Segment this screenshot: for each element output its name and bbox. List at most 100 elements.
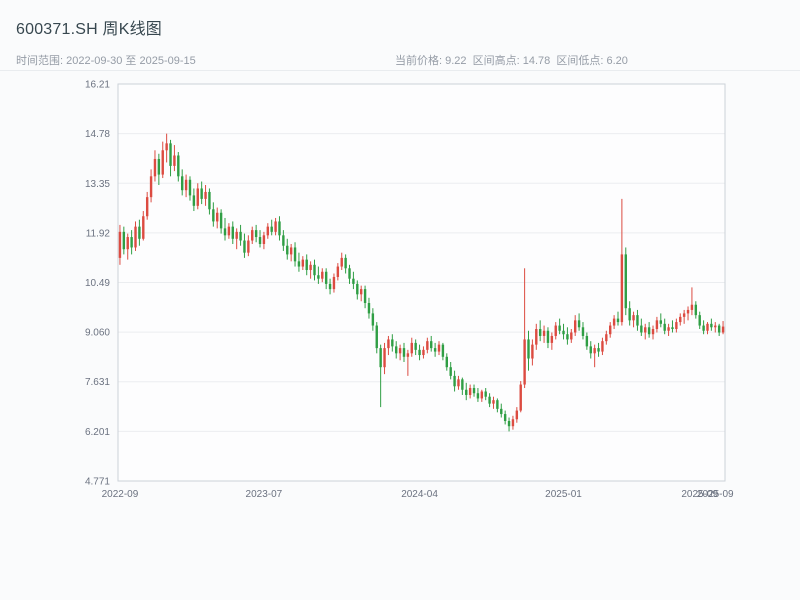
candle-body <box>375 325 378 349</box>
y-axis-tick-label: 4.771 <box>85 477 110 488</box>
candle-body <box>359 289 363 295</box>
candle-body <box>216 212 219 222</box>
candle-body <box>239 231 242 241</box>
candle-body <box>507 420 511 427</box>
candle-body <box>348 268 351 279</box>
candle-body <box>379 348 382 368</box>
candle-body <box>605 334 608 342</box>
candle-body <box>177 155 180 177</box>
candle-body <box>414 342 417 350</box>
candle-body <box>395 346 398 354</box>
candle-body <box>476 393 480 399</box>
candle-body <box>383 348 386 368</box>
candle-body <box>461 379 464 390</box>
candle-body <box>367 302 371 314</box>
y-axis-tick-label: 6.201 <box>85 427 110 438</box>
y-axis-tick-label: 13.35 <box>85 179 110 190</box>
candle-body <box>184 179 188 191</box>
candle-body <box>589 346 592 354</box>
candle-body <box>542 330 546 336</box>
candle-body <box>663 323 666 331</box>
candle-body <box>204 191 207 199</box>
candle-body <box>161 150 164 175</box>
candle-body <box>243 240 246 253</box>
candle-body <box>480 391 484 399</box>
candle-body <box>593 348 596 354</box>
candle-body <box>457 379 460 387</box>
candle-body <box>721 326 725 333</box>
candle-body <box>430 341 433 349</box>
candle-body <box>398 348 402 354</box>
candle-body <box>145 197 149 217</box>
candle-body <box>612 318 616 326</box>
candle-body <box>538 329 542 336</box>
candle-body <box>597 348 600 352</box>
candle-body <box>289 247 293 255</box>
candle-body <box>573 320 577 333</box>
candle-body <box>682 313 686 317</box>
page-title: 600371.SH 周K线图 <box>16 21 162 38</box>
candle-body <box>585 335 589 347</box>
y-axis-tick-label: 9.060 <box>85 328 110 339</box>
candle-body <box>515 410 519 420</box>
y-axis-tick-label: 10.49 <box>85 278 110 289</box>
candle-body <box>212 209 215 222</box>
candle-body <box>118 231 122 258</box>
candle-body <box>227 226 231 236</box>
candle-body <box>484 391 487 397</box>
candle-body <box>441 344 445 357</box>
candle-body <box>686 309 690 314</box>
candle-body <box>169 143 172 166</box>
candle-body <box>570 332 573 340</box>
y-axis-tick-label: 14.78 <box>85 129 110 140</box>
candle-body <box>305 259 308 271</box>
x-axis-tick-label: 2025-09 <box>697 489 734 500</box>
candle-body <box>247 240 250 253</box>
candle-body <box>231 226 234 239</box>
x-axis-tick-label: 2023-07 <box>246 489 283 500</box>
candle-body <box>698 315 701 326</box>
candle-body <box>293 247 297 262</box>
candle-body <box>254 230 258 238</box>
candle-body <box>352 278 355 284</box>
candle-body <box>153 158 157 177</box>
candle-body <box>371 313 375 326</box>
candle-body <box>675 322 678 330</box>
candle-body <box>196 188 199 206</box>
candle-body <box>566 334 569 340</box>
candle-body <box>472 388 476 394</box>
candle-body <box>321 271 324 279</box>
candle-body <box>328 283 332 290</box>
candle-body <box>251 230 254 241</box>
candle-body <box>142 216 145 239</box>
candle-body <box>535 329 538 345</box>
y-axis-tick-label: 7.631 <box>85 377 110 388</box>
candle-body <box>503 414 507 421</box>
candle-body <box>219 212 223 229</box>
candle-body <box>581 327 585 336</box>
candle-body <box>679 316 682 323</box>
candle-body <box>173 155 176 166</box>
candle-body <box>235 231 238 239</box>
candle-body <box>192 195 196 206</box>
candle-body <box>651 329 655 335</box>
candle-body <box>188 179 192 196</box>
candle-body <box>667 327 670 331</box>
candle-body <box>671 327 674 330</box>
plot-border <box>117 83 726 482</box>
candle-body <box>616 318 620 323</box>
candle-body <box>297 261 301 267</box>
chart-header: 600371.SH 周K线图 时间范围: 2022-09-30 至 2025-0… <box>0 0 800 71</box>
candle-body <box>465 389 468 395</box>
candle-body <box>449 367 452 376</box>
candle-body <box>402 348 406 357</box>
candle-body <box>562 330 565 335</box>
x-axis-tick-label: 2024-04 <box>401 489 438 500</box>
candle-body <box>717 325 721 333</box>
candle-body <box>531 344 534 359</box>
candle-body <box>445 356 448 368</box>
candle-body <box>157 158 161 175</box>
candle-body <box>165 143 168 151</box>
candle-body <box>130 237 133 248</box>
